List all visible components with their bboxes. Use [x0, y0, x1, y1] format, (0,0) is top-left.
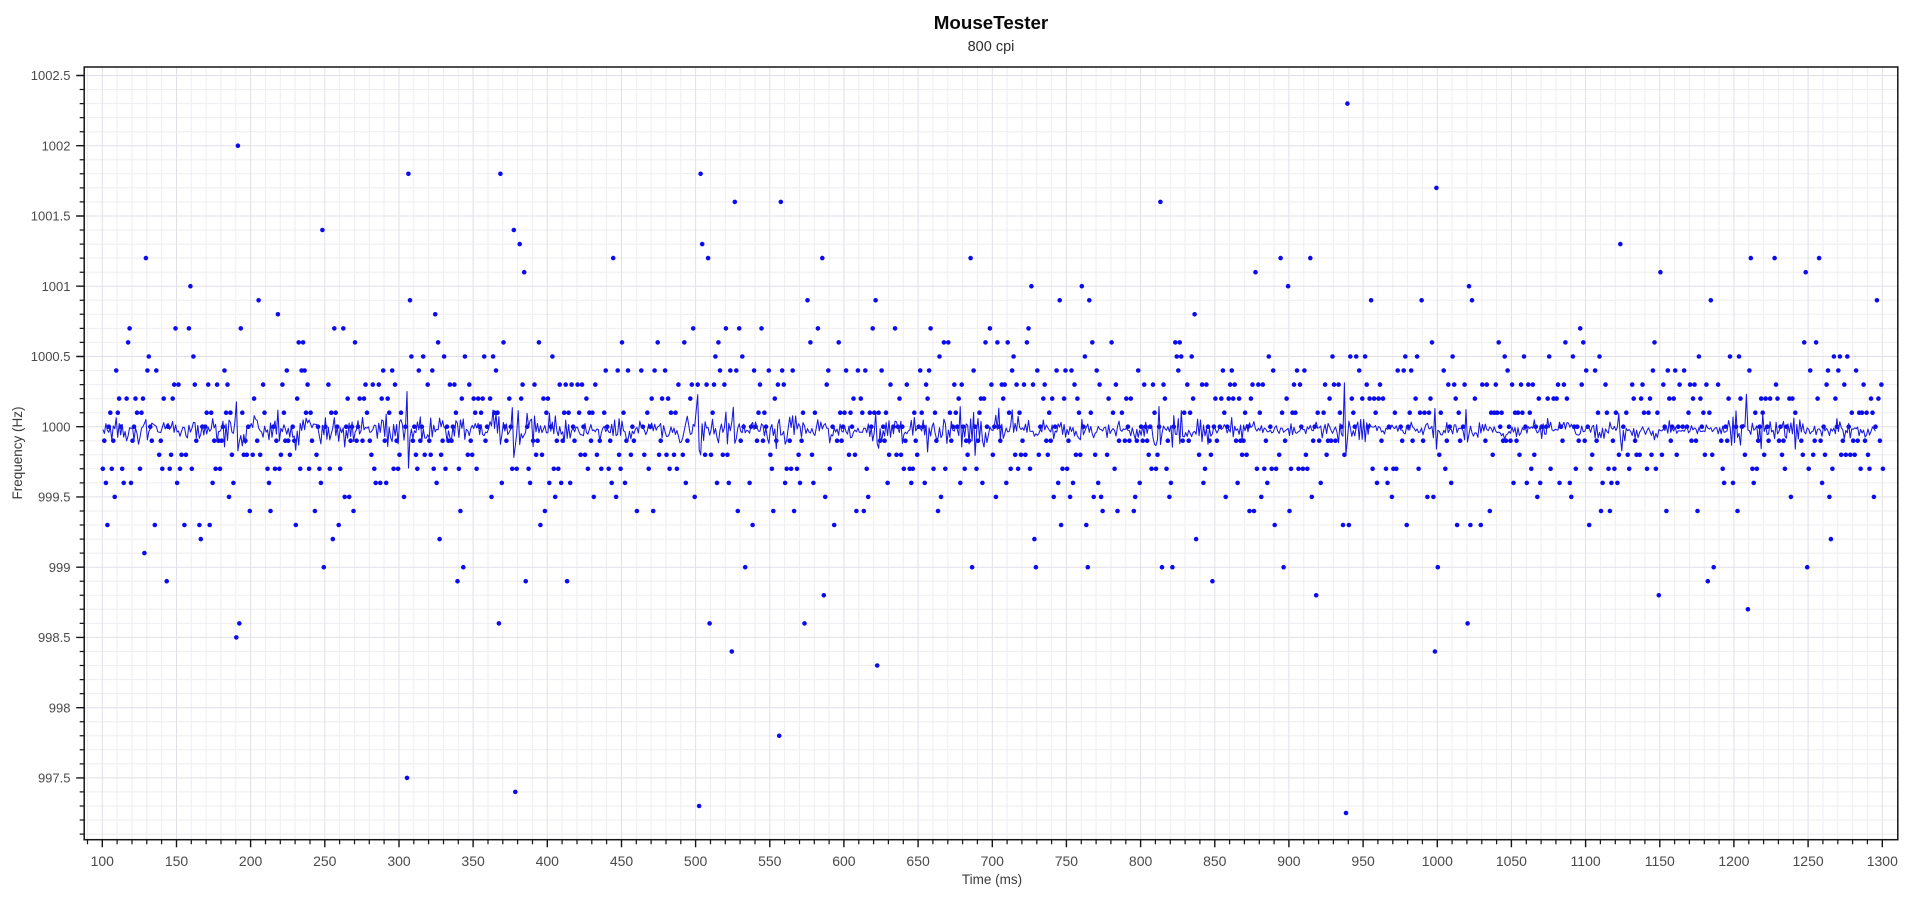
svg-text:700: 700: [981, 853, 1005, 869]
svg-text:1300: 1300: [1867, 853, 1898, 869]
svg-text:Time (ms): Time (ms): [962, 872, 1022, 887]
svg-text:250: 250: [313, 853, 337, 869]
svg-text:1250: 1250: [1793, 853, 1824, 869]
svg-text:1000: 1000: [1422, 853, 1453, 869]
svg-text:999.5: 999.5: [38, 490, 71, 505]
svg-text:1000: 1000: [42, 419, 71, 434]
svg-text:1000.5: 1000.5: [31, 349, 71, 364]
svg-text:1002: 1002: [42, 138, 71, 153]
svg-text:Frequency (Hz): Frequency (Hz): [10, 406, 25, 499]
svg-text:200: 200: [239, 853, 263, 869]
svg-text:400: 400: [536, 853, 560, 869]
svg-text:850: 850: [1203, 853, 1227, 869]
svg-text:500: 500: [684, 853, 708, 869]
svg-text:150: 150: [165, 853, 189, 869]
svg-text:650: 650: [906, 853, 930, 869]
svg-text:1002.5: 1002.5: [31, 68, 71, 83]
svg-text:1050: 1050: [1496, 853, 1527, 869]
svg-text:950: 950: [1351, 853, 1375, 869]
svg-text:750: 750: [1055, 853, 1079, 869]
svg-text:100: 100: [91, 853, 115, 869]
svg-text:1200: 1200: [1718, 853, 1749, 869]
svg-text:300: 300: [387, 853, 411, 869]
svg-text:MouseTester: MouseTester: [934, 12, 1049, 33]
svg-text:550: 550: [758, 853, 782, 869]
svg-text:998: 998: [49, 700, 71, 715]
svg-text:1001.5: 1001.5: [31, 209, 71, 224]
svg-text:998.5: 998.5: [38, 630, 71, 645]
svg-text:999: 999: [49, 560, 71, 575]
svg-text:800 cpi: 800 cpi: [968, 39, 1015, 55]
svg-text:997.5: 997.5: [38, 771, 71, 786]
svg-text:1001: 1001: [42, 279, 71, 294]
svg-text:350: 350: [461, 853, 485, 869]
svg-text:1100: 1100: [1571, 853, 1601, 869]
svg-text:450: 450: [610, 853, 634, 869]
svg-text:600: 600: [832, 853, 856, 869]
svg-text:800: 800: [1129, 853, 1153, 869]
svg-text:900: 900: [1277, 853, 1301, 869]
svg-text:1150: 1150: [1645, 853, 1675, 869]
